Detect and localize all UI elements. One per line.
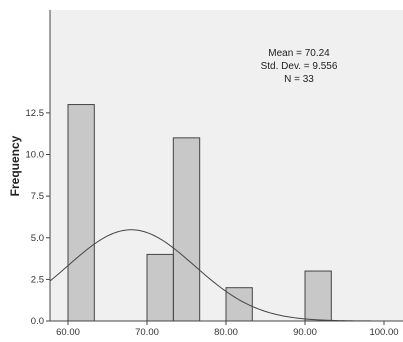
- stats-std-dev: Std. Dev. = 9.556: [261, 61, 338, 72]
- plot-area: [50, 10, 403, 321]
- histogram-bar: [304, 270, 332, 322]
- y-tick-label: 0.0: [31, 316, 44, 327]
- histogram-bar: [146, 253, 174, 322]
- y-tick-label: 7.5: [31, 191, 44, 202]
- y-tick-label: 10.0: [26, 150, 45, 161]
- x-tick-label: 90.00: [293, 327, 317, 337]
- histogram-bar: [172, 137, 201, 322]
- stats-box: Mean = 70.24 Std. Dev. = 9.556 N = 33: [261, 48, 338, 85]
- x-tick-label: 60.00: [56, 327, 80, 337]
- stats-mean: Mean = 70.24: [268, 48, 330, 59]
- stats-n: N = 33: [284, 74, 314, 85]
- x-tick-label: 100.00: [369, 327, 398, 337]
- y-ticks-layer: 0.0 2.5 5.0 7.5 10.0 12.5: [26, 108, 50, 327]
- y-tick-label: 12.5: [26, 108, 45, 119]
- y-axis-title: Frequency: [8, 135, 22, 196]
- x-ticks-layer: 60.00 70.00 80.00 90.00 100.00: [56, 321, 399, 338]
- y-tick-label: 2.5: [31, 274, 44, 285]
- x-tick-label: 70.00: [135, 327, 159, 337]
- x-tick-label: 80.00: [214, 327, 238, 337]
- bars-layer: [67, 104, 332, 322]
- histogram-bar: [67, 104, 95, 322]
- y-tick-label: 5.0: [31, 233, 44, 244]
